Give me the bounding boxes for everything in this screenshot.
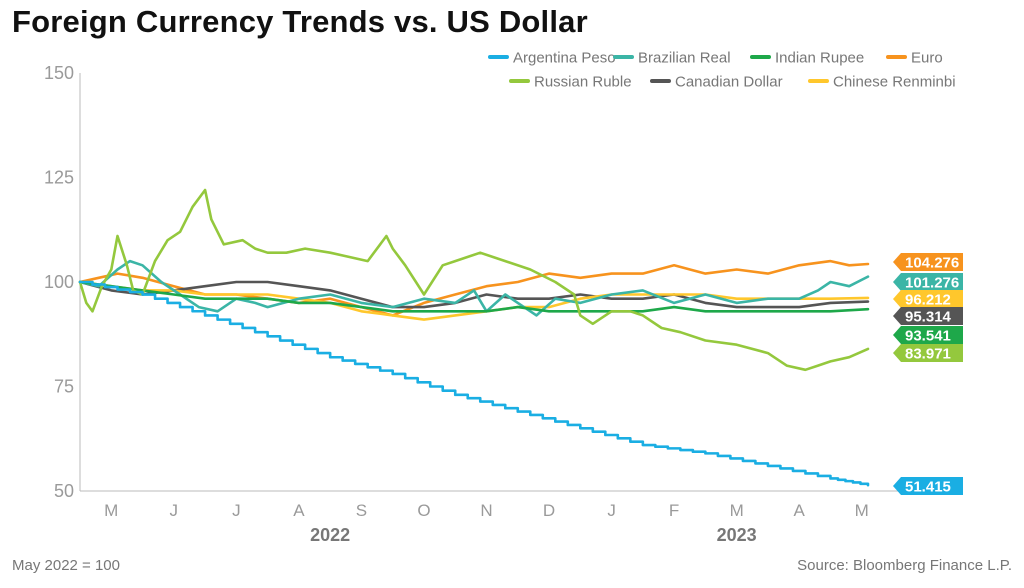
series-line-brazilian-real bbox=[78, 259, 870, 317]
x-tick-label: F bbox=[669, 501, 679, 520]
x-tick-label: J bbox=[232, 501, 241, 520]
series-line-russian-ruble bbox=[78, 188, 870, 372]
series-layer bbox=[78, 188, 870, 487]
end-label-tag bbox=[893, 307, 963, 325]
x-tick-label: J bbox=[607, 501, 616, 520]
y-tick-label: 100 bbox=[44, 272, 74, 292]
legend-item[interactable]: Euro bbox=[886, 50, 943, 67]
legend-item[interactable]: Indian Rupee bbox=[750, 50, 864, 67]
end-label-value: 51.415 bbox=[905, 479, 951, 496]
x-tick-label: M bbox=[855, 501, 869, 520]
end-label-value: 96.212 bbox=[905, 292, 951, 309]
legend-label: Canadian Dollar bbox=[675, 74, 783, 91]
legend-item[interactable]: Brazilian Real bbox=[613, 50, 731, 67]
x-tick-label: A bbox=[293, 501, 305, 520]
x-tick-label: S bbox=[356, 501, 367, 520]
axis-layer: 50 75 100 125 150 M J J A S O N D J F M A M 2022 2023 bbox=[44, 63, 963, 545]
end-label-tag bbox=[893, 326, 963, 344]
x-tick-label: J bbox=[170, 501, 179, 520]
series-line-canadian-dollar bbox=[78, 280, 870, 309]
legend-label: Argentina Peso bbox=[513, 50, 616, 67]
end-label-value: 104.276 bbox=[905, 255, 959, 272]
y-tick-label: 50 bbox=[54, 481, 74, 501]
end-label-value: 95.314 bbox=[905, 309, 952, 326]
chart-title: Foreign Currency Trends vs. US Dollar bbox=[12, 4, 588, 39]
legend-item[interactable]: Canadian Dollar bbox=[650, 74, 783, 91]
legend-label: Indian Rupee bbox=[775, 50, 864, 67]
end-label-tag bbox=[893, 344, 963, 362]
baseline-note: May 2022 = 100 bbox=[12, 557, 120, 574]
series-line-chinese-renminbi bbox=[78, 280, 870, 321]
legend-label: Russian Ruble bbox=[534, 74, 632, 91]
x-tick-label: D bbox=[543, 501, 555, 520]
series-line-indian-rupee bbox=[78, 280, 870, 313]
source-note: Source: Bloomberg Finance L.P. bbox=[797, 557, 1012, 574]
y-tick-label: 75 bbox=[54, 377, 74, 397]
x-tick-label: M bbox=[104, 501, 118, 520]
legend-label: Chinese Renminbi bbox=[833, 74, 956, 91]
series-line-euro bbox=[78, 259, 870, 317]
end-label-tag bbox=[893, 290, 963, 308]
legend-label: Euro bbox=[911, 50, 943, 67]
end-label-value: 93.541 bbox=[905, 328, 951, 345]
legend-item[interactable]: Argentina Peso bbox=[488, 50, 616, 67]
end-label-tag bbox=[893, 253, 963, 271]
y-tick-label: 125 bbox=[44, 168, 74, 188]
end-label-value: 83.971 bbox=[905, 346, 951, 363]
x-tick-label: M bbox=[730, 501, 744, 520]
legend-item[interactable]: Russian Ruble bbox=[509, 74, 632, 91]
end-label-value: 101.276 bbox=[905, 275, 959, 292]
y-tick-label: 150 bbox=[44, 63, 74, 83]
x-tick-label: O bbox=[417, 501, 430, 520]
x-tick-label: A bbox=[794, 501, 806, 520]
legend[interactable]: Argentina Peso Brazilian Real Indian Rupee… bbox=[488, 50, 956, 91]
x-tick-label: N bbox=[480, 501, 492, 520]
end-label-tag bbox=[893, 477, 963, 495]
legend-label: Brazilian Real bbox=[638, 50, 731, 67]
year-label: 2022 bbox=[310, 525, 350, 545]
end-label-tag bbox=[893, 273, 963, 291]
legend-item[interactable]: Chinese Renminbi bbox=[808, 74, 956, 91]
year-label: 2023 bbox=[717, 525, 757, 545]
series-line-argentina-peso bbox=[78, 280, 870, 487]
